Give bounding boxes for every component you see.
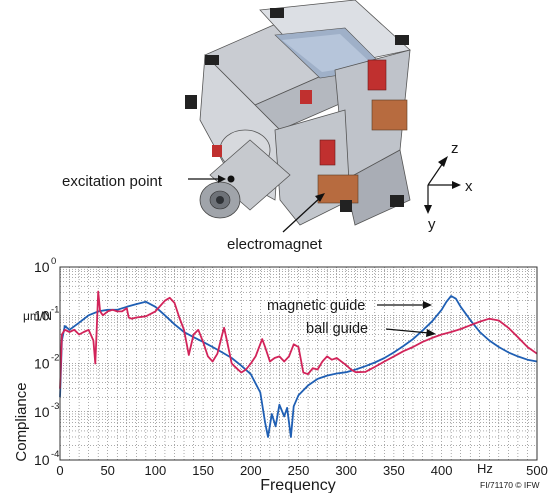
plot-frame [59,266,538,461]
y-tick-label: 10 [34,307,50,323]
axis-triad [424,156,461,214]
machine-illustration [185,0,411,226]
legend-ball-guide: ball guide [306,321,368,337]
axis-x-label: x [465,178,473,195]
x-tick-label: 100 [145,463,167,478]
excitation-point-marker [227,175,235,183]
y-unit-label: μm/N [23,309,52,323]
electromagnet-label: electromagnet [227,236,323,253]
y-tick-exponent: -2 [51,353,59,364]
axis-y-label: y [428,216,436,233]
y-tick-label: 10 [34,259,50,275]
x-tick-label: 50 [100,463,114,478]
y-tick-exponent: -1 [51,304,59,315]
grid [59,267,538,461]
x-tick-label: 350 [383,463,405,478]
y-tick-label: 10 [34,452,50,468]
y-tick-label: 10 [34,404,50,420]
axis-z-label: z [451,140,459,157]
x-tick-label: 300 [335,463,357,478]
electromagnet-arrow [282,195,323,233]
legend-magnetic-guide: magnetic guide [267,298,365,314]
x-tick-label: 0 [56,463,63,478]
series-layer [59,290,538,438]
x-tick-label: 150 [192,463,214,478]
legend-ball-arrow [385,328,430,334]
x-tick-labels: 0 50 100 150 200 250 300 350 400 500 [56,463,547,478]
y-tick-exponent: 0 [51,256,56,267]
figure-credit: FI/71170 © IFW [480,480,539,490]
y-tick-label: 10 [34,356,50,372]
x-axis-label: Frequency [260,477,336,493]
y-tick-exponent: -3 [51,401,59,412]
x-unit-label: Hz [477,461,493,476]
x-tick-label: 250 [288,463,310,478]
excitation-point-label: excitation point [62,173,163,190]
y-tick-exponent: -4 [51,449,59,460]
series-line-ball-guide [59,290,538,389]
x-tick-label: 200 [240,463,262,478]
x-tick-label: 500 [526,463,548,478]
y-axis-label: Compliance [13,382,30,461]
x-tick-label: 400 [431,463,453,478]
series-line-magnetic-guide [59,295,538,438]
